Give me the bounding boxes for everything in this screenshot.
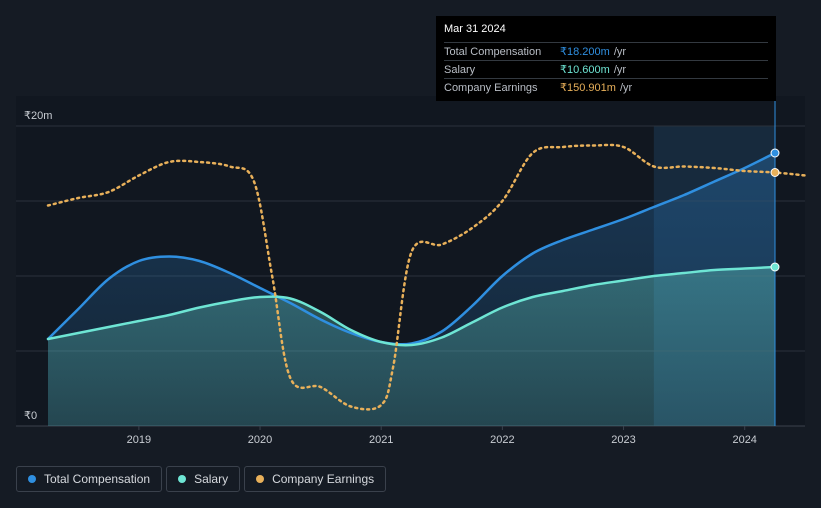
tooltip-unit: /yr (613, 45, 627, 58)
tooltip-unit: /yr (613, 63, 627, 76)
series-endpoints (770, 148, 780, 272)
tooltip-row-company-earnings: Company Earnings ₹150.901m /yr (444, 78, 768, 96)
legend-label: Total Compensation (44, 472, 151, 486)
tooltip-label: Company Earnings (444, 81, 538, 94)
salary-endpoint (770, 262, 780, 272)
x-tick-label: 2019 (127, 434, 151, 446)
salary-line (46, 265, 777, 347)
hover-tooltip: Mar 31 2024 Total Compensation ₹18.200m … (436, 16, 776, 101)
series-lines (46, 143, 807, 411)
y-tick-label: ₹0 (24, 410, 37, 422)
x-tick-label: 2022 (490, 434, 514, 446)
legend-label: Company Earnings (272, 472, 375, 486)
tooltip-row-salary: Salary ₹10.600m /yr (444, 60, 768, 78)
tooltip-date: Mar 31 2024 (444, 23, 506, 35)
tooltip-label: Salary (444, 63, 476, 76)
x-tick-label: 2021 (369, 434, 393, 446)
company-earnings-dot-icon (256, 475, 265, 483)
y-tick-label: ₹20m (24, 110, 52, 122)
tooltip-label: Total Compensation (444, 45, 542, 58)
legend-label: Salary (194, 472, 229, 486)
tooltip-row-total-compensation: Total Compensation ₹18.200m /yr (444, 42, 768, 60)
total-compensation-dot-icon (28, 475, 36, 483)
legend-item-salary[interactable]: Salary (166, 466, 241, 492)
company-earnings-endpoint (770, 168, 780, 177)
salary-area (48, 267, 775, 426)
legend-item-company-earnings[interactable]: Company Earnings (244, 466, 387, 492)
tooltip-unit: /yr (619, 81, 633, 94)
tooltip-value: ₹10.600m (560, 64, 610, 76)
total-compensation-line (46, 151, 777, 346)
x-tick-label: 2024 (732, 434, 756, 446)
legend: Total Compensation Salary Company Earnin… (16, 466, 387, 492)
tooltip-value: ₹18.200m (560, 46, 610, 58)
legend-item-total-compensation[interactable]: Total Compensation (16, 466, 163, 492)
total-compensation-endpoint (770, 148, 780, 158)
y-axis: ₹0 ₹20m (24, 110, 52, 422)
x-axis: 2019 2020 2021 2022 2023 2024 (127, 426, 757, 446)
company-earnings-line (46, 143, 807, 411)
salary-dot-icon (178, 475, 187, 483)
x-tick-label: 2020 (248, 434, 272, 446)
x-tick-label: 2023 (611, 434, 635, 446)
tooltip-value: ₹150.901m (560, 82, 616, 94)
series-areas (48, 153, 775, 426)
